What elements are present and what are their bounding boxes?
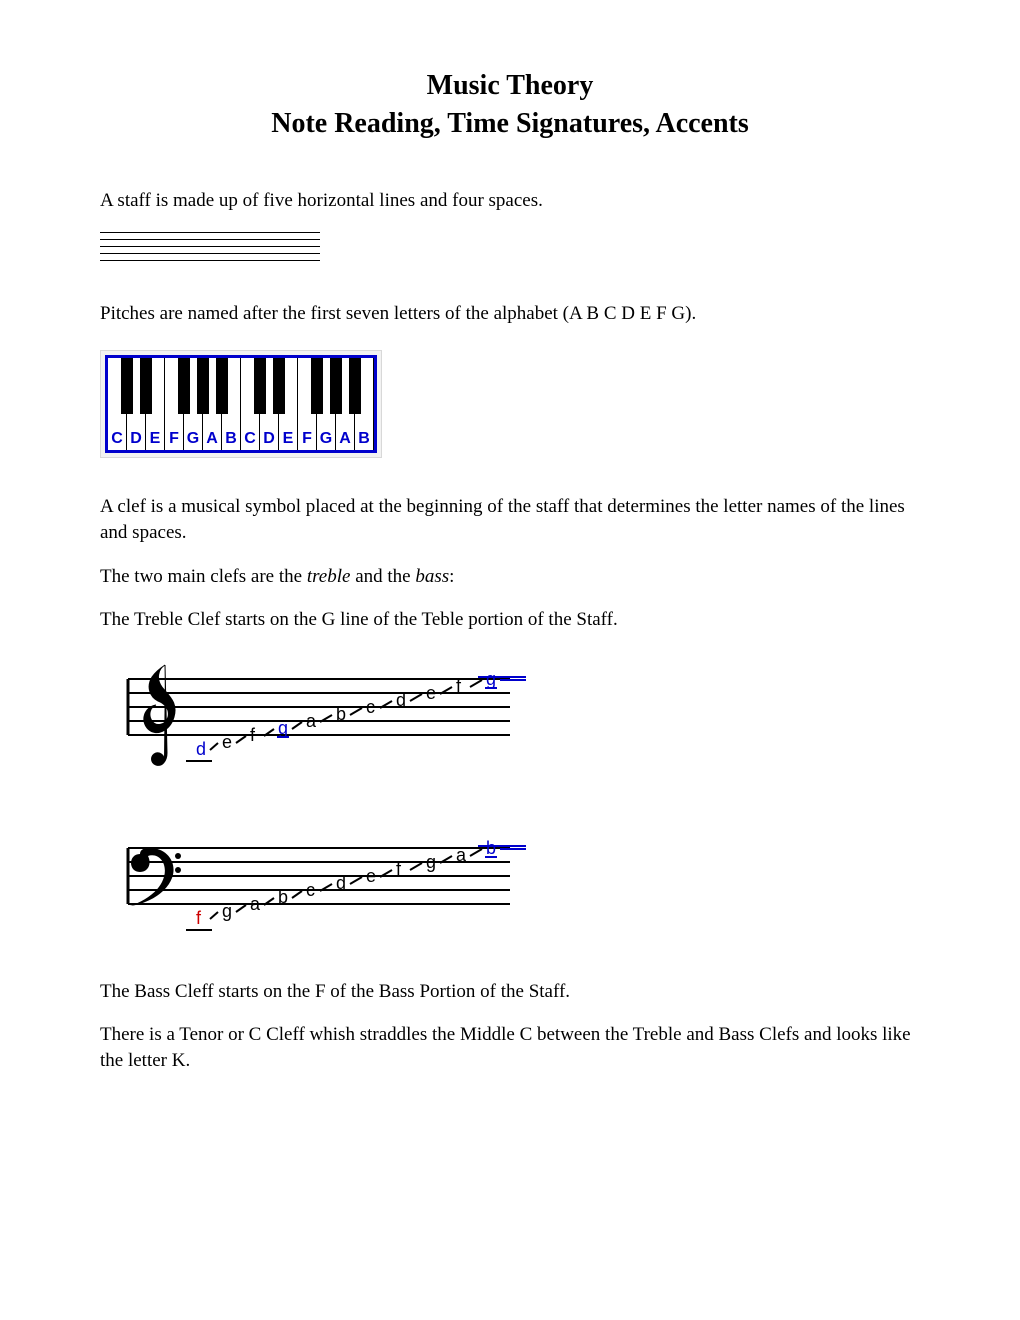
title-line-1: Music Theory: [100, 70, 920, 102]
page: Music Theory Note Reading, Time Signatur…: [0, 0, 1020, 1152]
key-label: C: [244, 430, 256, 450]
note-label: g: [278, 718, 288, 738]
key-label: E: [283, 430, 294, 450]
paragraph-tenor-clef: There is a Tenor or C Cleff whish stradd…: [100, 1022, 920, 1073]
black-key: [140, 358, 152, 414]
note-label: f: [196, 908, 202, 928]
note-label: d: [336, 873, 346, 893]
bass-clef-diagram: fgabcdefgab: [110, 820, 920, 945]
black-key: [311, 358, 323, 414]
black-key: [273, 358, 285, 414]
note-label: a: [456, 845, 467, 865]
black-key: [216, 358, 228, 414]
note-label: d: [196, 739, 206, 759]
keyboard-image: CDEFGABCDEFGAB: [100, 350, 382, 458]
staff-plain: [100, 232, 320, 261]
key-label: F: [169, 430, 179, 450]
black-key: [330, 358, 342, 414]
note-label: b: [486, 838, 496, 858]
key-label: G: [320, 430, 332, 450]
note-label: c: [306, 880, 315, 900]
treble-word: treble: [307, 566, 351, 587]
note-label: a: [250, 894, 261, 914]
paragraph-staff-intro: A staff is made up of five horizontal li…: [100, 188, 920, 214]
paragraph-treble-start: The Treble Clef starts on the G line of …: [100, 607, 920, 633]
note-label: g: [222, 901, 232, 921]
black-key: [197, 358, 209, 414]
note-label: g: [486, 669, 496, 689]
paragraph-pitches: Pitches are named after the first seven …: [100, 301, 920, 327]
key-label: C: [111, 430, 123, 450]
note-label: b: [336, 704, 346, 724]
key-label: A: [339, 430, 351, 450]
note-label: b: [278, 887, 288, 907]
text: and the: [350, 566, 415, 587]
key-label: D: [130, 430, 142, 450]
key-label: B: [225, 430, 237, 450]
note-label: c: [366, 697, 375, 717]
key-label: G: [187, 430, 199, 450]
note-label: e: [426, 683, 436, 703]
treble-clef-diagram: defgabcdefg: [110, 651, 920, 786]
note-label: d: [396, 690, 406, 710]
paragraph-clef-def: A clef is a musical symbol placed at the…: [100, 494, 920, 545]
black-key: [121, 358, 133, 414]
key-label: B: [358, 430, 370, 450]
note-label: a: [306, 711, 317, 731]
black-key: [254, 358, 266, 414]
black-key: [349, 358, 361, 414]
key-label: E: [150, 430, 161, 450]
text: :: [449, 566, 454, 587]
note-label: e: [222, 732, 232, 752]
key-label: D: [263, 430, 275, 450]
title-block: Music Theory Note Reading, Time Signatur…: [100, 70, 920, 140]
paragraph-two-clefs: The two main clefs are the treble and th…: [100, 564, 920, 590]
black-key: [178, 358, 190, 414]
note-label: g: [426, 852, 436, 872]
text: The two main clefs are the: [100, 566, 307, 587]
key-label: F: [302, 430, 312, 450]
note-label: e: [366, 866, 376, 886]
bass-word: bass: [415, 566, 449, 587]
paragraph-bass-start: The Bass Cleff starts on the F of the Ba…: [100, 979, 920, 1005]
key-label: A: [206, 430, 218, 450]
title-line-2: Note Reading, Time Signatures, Accents: [100, 108, 920, 140]
